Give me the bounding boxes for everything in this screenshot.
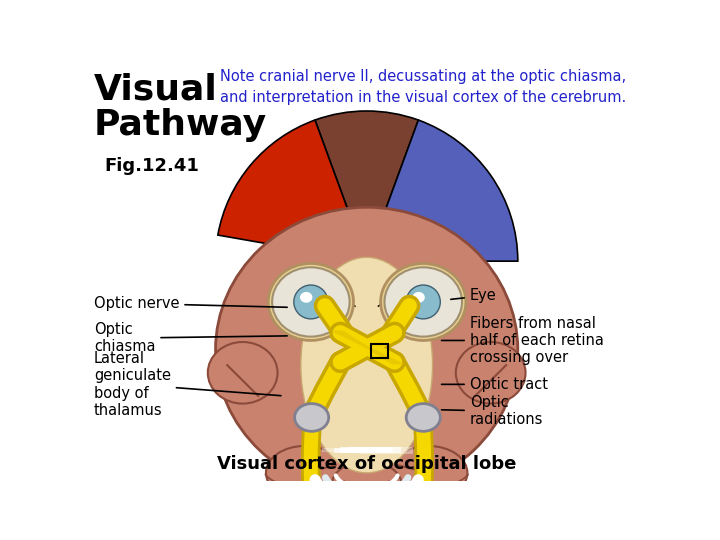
Ellipse shape	[301, 257, 433, 473]
Text: Lateral
geniculate
body of
thalamus: Lateral geniculate body of thalamus	[94, 351, 281, 418]
Text: Optic tract: Optic tract	[441, 377, 548, 392]
Ellipse shape	[294, 285, 328, 319]
Ellipse shape	[272, 267, 350, 336]
Ellipse shape	[332, 461, 402, 508]
Ellipse shape	[406, 403, 441, 431]
Ellipse shape	[413, 292, 425, 303]
Ellipse shape	[208, 342, 277, 403]
Ellipse shape	[384, 267, 462, 336]
Ellipse shape	[300, 292, 312, 303]
Text: Eye: Eye	[451, 288, 497, 303]
Text: Fig.12.41: Fig.12.41	[104, 157, 199, 175]
Wedge shape	[315, 111, 418, 261]
Text: Note cranial nerve II, decussating at the optic chiasma,
and interpretation in t: Note cranial nerve II, decussating at th…	[220, 69, 626, 105]
Text: Fibers from nasal
half of each retina
crossing over: Fibers from nasal half of each retina cr…	[441, 315, 603, 366]
Text: Optic nerve: Optic nerve	[94, 296, 287, 311]
Wedge shape	[366, 120, 518, 261]
Ellipse shape	[456, 342, 526, 403]
Ellipse shape	[269, 264, 354, 340]
Bar	[372, 345, 388, 358]
Ellipse shape	[390, 446, 467, 500]
Wedge shape	[218, 120, 366, 261]
Ellipse shape	[406, 285, 441, 319]
Text: Optic
chiasma: Optic chiasma	[94, 322, 287, 354]
Ellipse shape	[215, 207, 518, 492]
Text: Visual
Pathway: Visual Pathway	[94, 72, 267, 142]
Ellipse shape	[294, 403, 329, 431]
Text: Optic
radiations: Optic radiations	[441, 395, 543, 428]
Ellipse shape	[266, 446, 343, 500]
Text: Visual cortex of occipital lobe: Visual cortex of occipital lobe	[217, 455, 516, 473]
Ellipse shape	[381, 264, 466, 340]
